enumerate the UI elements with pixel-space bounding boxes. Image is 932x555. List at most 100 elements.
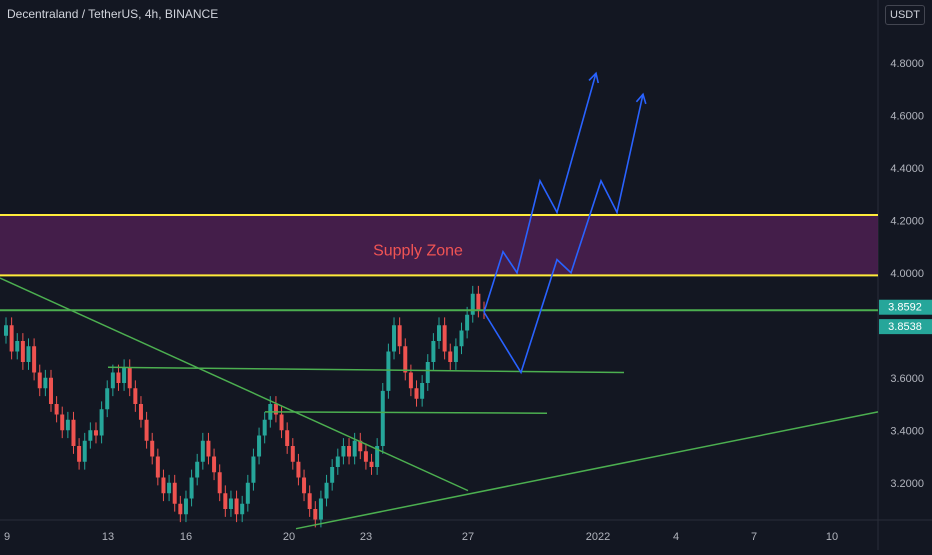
candle xyxy=(386,343,391,399)
descending-trendline xyxy=(0,277,469,492)
candle xyxy=(122,359,127,391)
candle-body xyxy=(453,346,458,362)
candle xyxy=(476,285,481,318)
price-label-text: 3.8538 xyxy=(888,321,922,333)
candle xyxy=(414,380,419,407)
candle xyxy=(431,333,436,370)
candle-body xyxy=(347,446,352,457)
candle-body xyxy=(262,419,267,436)
candle xyxy=(324,474,329,507)
candle xyxy=(155,448,160,486)
candle-body xyxy=(392,325,397,352)
y-tick-label: 4.2000 xyxy=(890,215,924,227)
candle xyxy=(54,396,59,423)
candle xyxy=(48,369,53,412)
candle-body xyxy=(296,461,301,478)
candle xyxy=(183,490,188,523)
x-tick-label: 23 xyxy=(360,531,372,543)
candle-body xyxy=(257,435,262,457)
candle xyxy=(240,495,245,523)
candle xyxy=(296,453,301,486)
candle xyxy=(318,490,323,528)
candle-body xyxy=(133,388,138,404)
x-tick-label: 10 xyxy=(826,531,838,543)
candle xyxy=(262,411,267,444)
x-tick-label: 2022 xyxy=(586,531,610,543)
candle xyxy=(133,380,138,412)
candle-body xyxy=(150,440,155,457)
candle xyxy=(172,474,177,512)
supply-zone: Supply Zone xyxy=(0,215,878,276)
ascending-trendline xyxy=(295,411,879,530)
y-tick-label: 4.8000 xyxy=(890,58,924,70)
y-tick-label: 4.4000 xyxy=(890,163,924,175)
candle-body xyxy=(217,472,222,494)
candle-body xyxy=(335,456,340,467)
projection-arrowhead xyxy=(588,71,600,84)
candle xyxy=(43,369,48,397)
candle-body xyxy=(273,404,278,415)
supply-zone-fill xyxy=(0,215,878,276)
candle xyxy=(251,448,256,491)
candle-body xyxy=(408,372,413,389)
candle-body xyxy=(77,446,82,462)
candle-body xyxy=(26,346,31,362)
candle xyxy=(60,406,65,439)
candle-body xyxy=(380,390,385,446)
candle-body xyxy=(470,293,475,315)
candle xyxy=(470,285,475,323)
candle-body xyxy=(437,325,442,341)
candle xyxy=(290,438,295,470)
x-tick-label: 13 xyxy=(102,531,114,543)
projection-path xyxy=(483,73,597,313)
candle xyxy=(257,427,262,465)
candle xyxy=(335,448,340,475)
candle-body xyxy=(414,388,419,399)
candle xyxy=(245,474,250,512)
candle-body xyxy=(324,482,329,499)
candle-body xyxy=(144,419,149,441)
candle-body xyxy=(375,446,380,467)
y-tick-label: 4.6000 xyxy=(890,110,924,122)
candle-body xyxy=(279,414,284,431)
candle-body xyxy=(285,430,290,446)
candle xyxy=(116,364,121,391)
candle-body xyxy=(442,325,447,352)
candle xyxy=(234,490,239,523)
candle-body xyxy=(363,451,368,462)
candle-body xyxy=(420,383,425,399)
candle xyxy=(358,432,363,460)
candle-body xyxy=(32,346,37,373)
currency-badge[interactable]: USDT xyxy=(885,5,925,25)
candle-body xyxy=(155,456,160,478)
candle xyxy=(93,422,98,444)
candle-body xyxy=(122,367,127,383)
candle xyxy=(347,438,352,465)
candle xyxy=(352,432,357,465)
candle-body xyxy=(138,404,143,420)
candle xyxy=(403,338,408,381)
price-label-bg xyxy=(879,319,932,335)
candle-body xyxy=(9,325,14,352)
price-label-bg xyxy=(879,299,932,315)
candle-body xyxy=(99,409,104,436)
candle-body xyxy=(110,372,115,389)
y-tick-label: 3.2000 xyxy=(890,478,924,490)
candle xyxy=(420,375,425,407)
candle-body xyxy=(245,482,250,504)
candle xyxy=(341,438,346,465)
x-tick-label: 4 xyxy=(673,531,679,543)
candle-body xyxy=(212,456,217,473)
support-line-lower xyxy=(264,411,548,414)
candle xyxy=(448,343,453,370)
trendlines xyxy=(0,71,879,530)
candle xyxy=(465,306,470,339)
candle-body xyxy=(167,482,172,494)
candle-body xyxy=(65,419,70,431)
candle-body xyxy=(302,477,307,494)
candle xyxy=(99,401,104,444)
projection-arrowhead xyxy=(635,92,647,105)
candle-body xyxy=(251,456,256,483)
